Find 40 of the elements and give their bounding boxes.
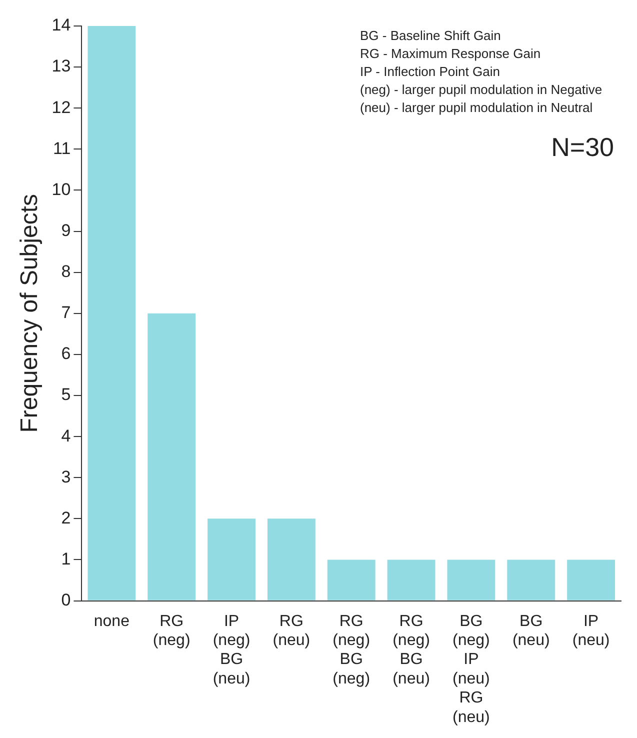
x-tick-label: BG (neg) IP (neu) RG (neu)	[452, 612, 490, 726]
x-tick-label: RG (neg)	[152, 612, 190, 650]
y-tick-label: 3	[61, 467, 71, 486]
bar	[267, 518, 316, 600]
x-tick-label: none	[94, 612, 130, 630]
bar	[148, 313, 196, 600]
y-tick-label: 0	[61, 590, 71, 610]
y-tick-label: 1	[61, 549, 71, 568]
x-tick-label: IP (neg) BG (neu)	[212, 612, 250, 688]
y-tick-label: 10	[52, 180, 71, 199]
bar	[208, 518, 256, 600]
y-tick-label: 4	[61, 426, 71, 446]
bar	[507, 560, 556, 600]
bar	[88, 26, 136, 600]
bar	[447, 560, 496, 600]
annotation: IP - Inflection Point Gain	[360, 64, 500, 80]
y-tick-label: 7	[61, 303, 71, 322]
bar	[327, 560, 376, 600]
annotation: (neu) - larger pupil modulation in Neutral	[360, 100, 593, 116]
y-tick-label: 6	[61, 344, 71, 364]
bar	[387, 560, 436, 600]
y-tick-label: 14	[52, 16, 71, 35]
y-tick-label: 8	[61, 262, 71, 282]
y-tick-label: 12	[52, 98, 71, 117]
y-tick-label: 9	[61, 220, 71, 240]
annotation: BG - Baseline Shift Gain	[360, 28, 501, 44]
x-tick-label: RG (neu)	[272, 612, 310, 650]
annotation: RG - Maximum Response Gain	[360, 46, 541, 62]
y-tick-label: 5	[61, 385, 71, 404]
x-tick-label: IP (neu)	[572, 612, 610, 650]
annotation: N=30	[551, 132, 614, 162]
y-tick-label: 2	[61, 508, 71, 528]
annotation: (neg) - larger pupil modulation in Negative	[360, 82, 602, 98]
x-tick-label: BG (neu)	[512, 612, 550, 650]
y-tick-label: 13	[52, 56, 71, 76]
bar	[567, 560, 616, 600]
x-tick-label: RG (neg) BG (neg)	[332, 612, 370, 688]
y-axis-title: Frequency of Subjects	[16, 194, 44, 433]
x-tick-label: RG (neg) BG (neu)	[392, 612, 430, 688]
y-tick-label: 11	[53, 138, 71, 158]
